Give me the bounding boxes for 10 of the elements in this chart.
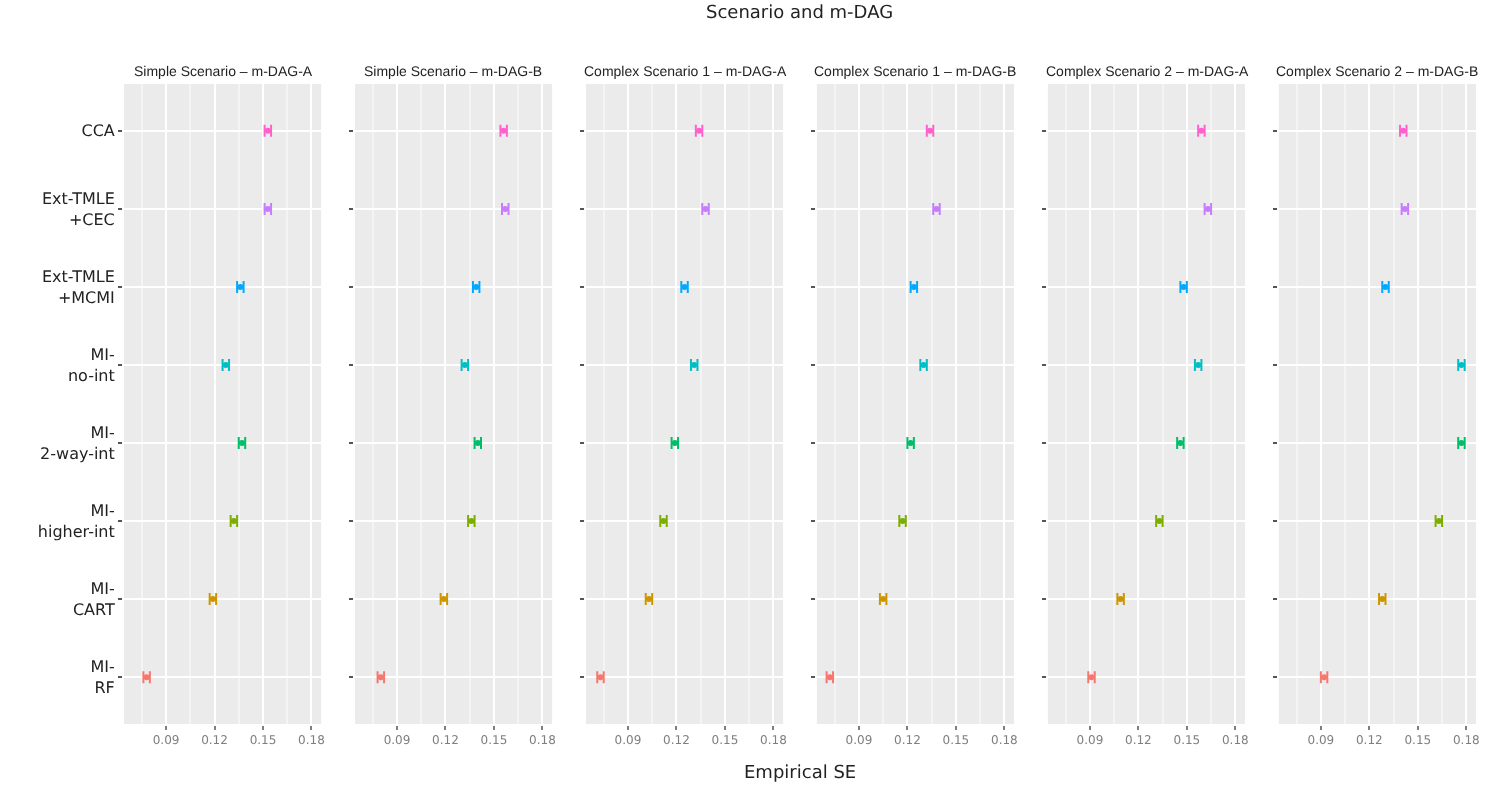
y-tick-label: MI- no-int bbox=[67, 346, 116, 385]
text: Empirical SE bbox=[744, 764, 857, 784]
y-tick-label: CCA bbox=[81, 122, 116, 141]
y-tick-label: Ext-TMLE +CEC bbox=[42, 190, 116, 229]
y-tick-label: MI- higher-int bbox=[37, 502, 116, 542]
y-tick-label: MI- RF bbox=[90, 658, 116, 698]
y-tick-label: MI- 2-way-int bbox=[40, 424, 116, 464]
text: Scenario and m-DAG bbox=[706, 4, 894, 24]
y-tick-label: Ext-TMLE +MCMI bbox=[42, 268, 115, 307]
y-tick-label: MI- CART bbox=[72, 580, 116, 620]
